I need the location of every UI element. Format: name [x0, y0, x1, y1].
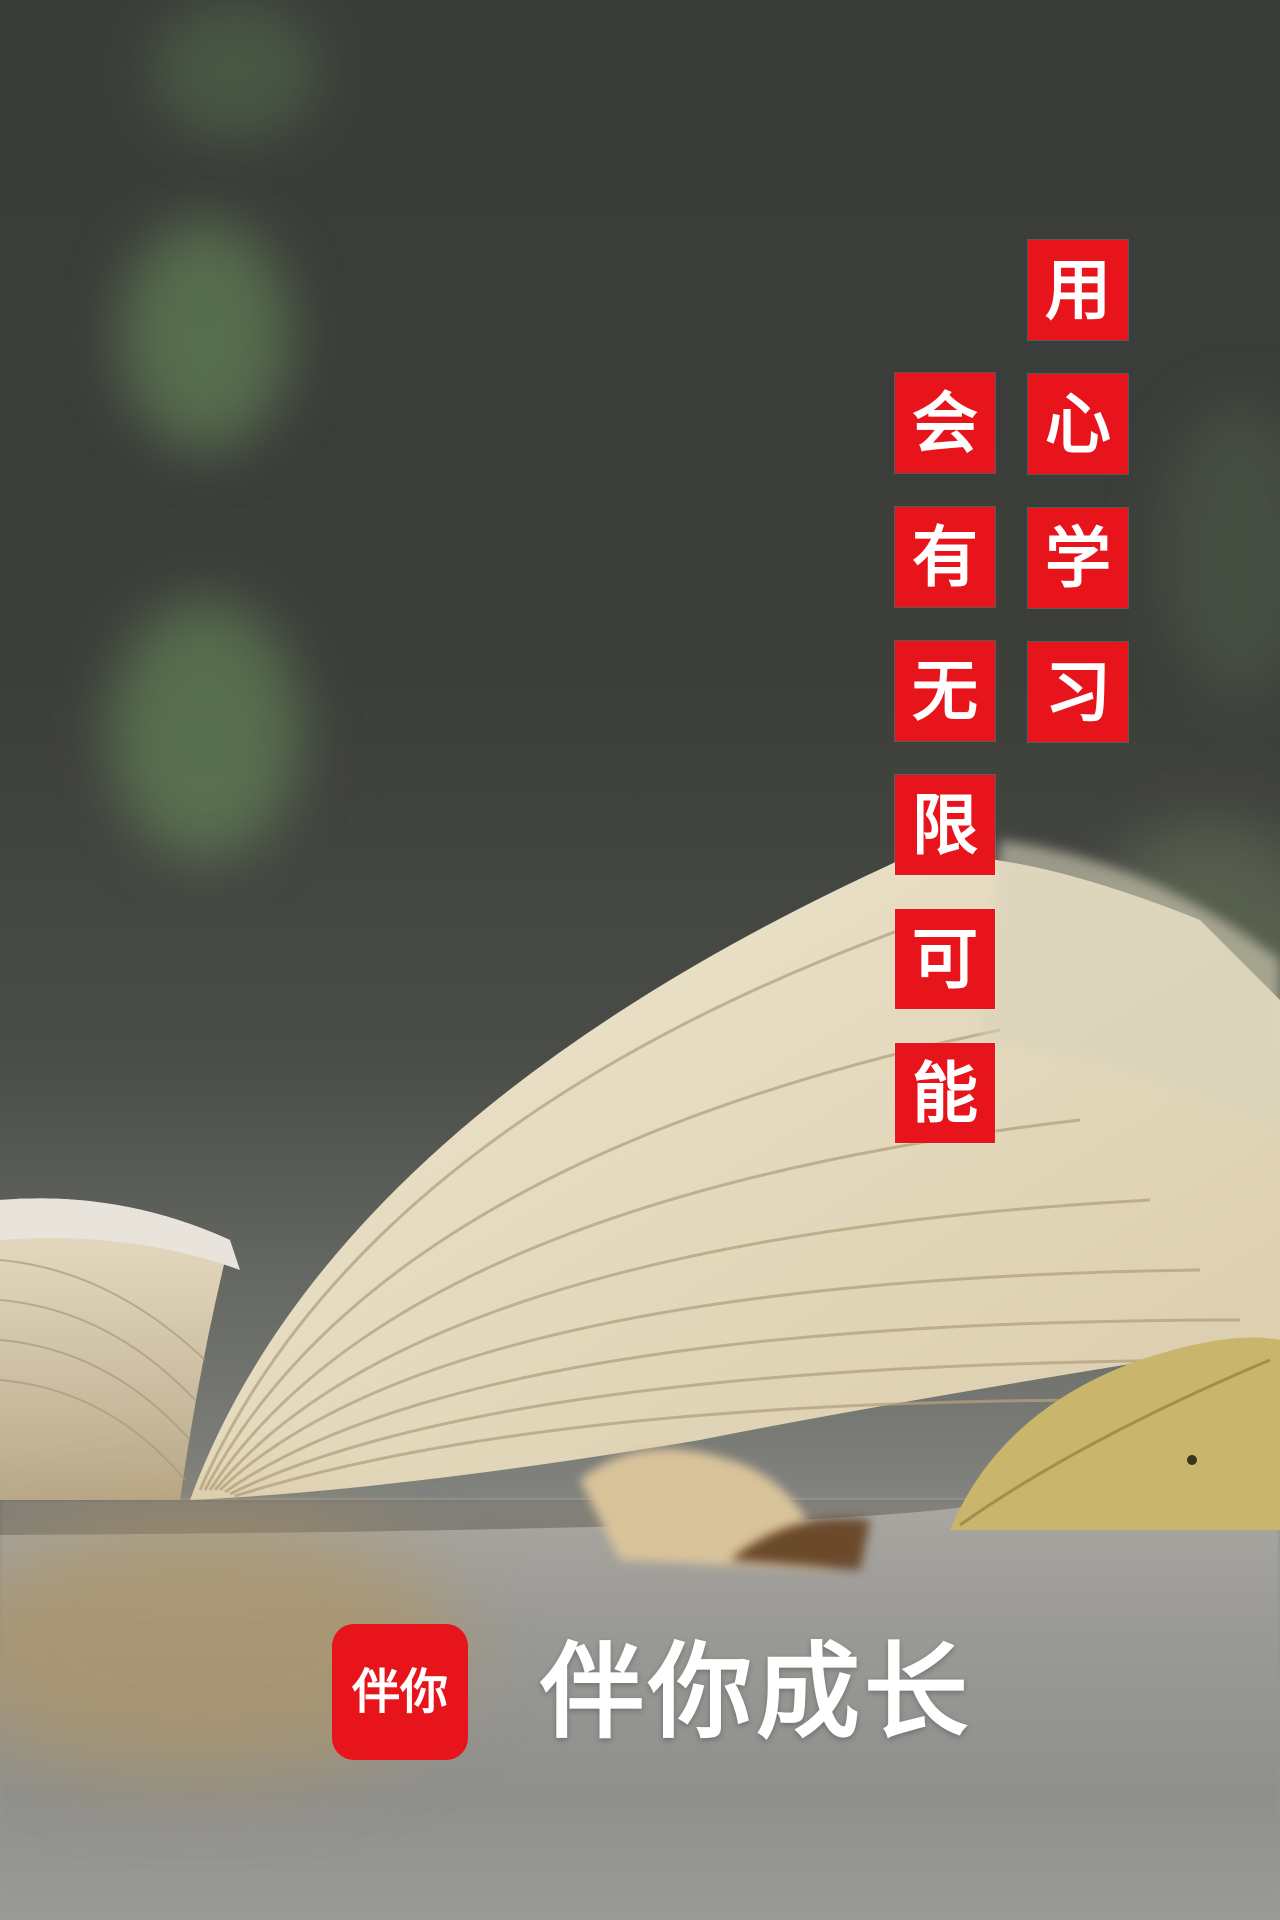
- slogan-char: 无: [895, 641, 995, 741]
- slogan-char: 可: [895, 909, 995, 1009]
- bokeh-light: [110, 600, 300, 860]
- slogan-column-left: 会 有 无 限 可 能: [895, 373, 995, 1143]
- bokeh-light: [1160, 400, 1280, 700]
- blurred-leaf-illustration: [580, 1448, 870, 1570]
- leaf-illustration: [950, 1337, 1280, 1530]
- slogan-char: 心: [1028, 374, 1128, 474]
- bokeh-light: [150, 0, 320, 140]
- slogan-char: 会: [895, 373, 995, 473]
- brand-logo-icon: 伴你: [332, 1624, 468, 1760]
- slogan-char: 用: [1028, 240, 1128, 340]
- bokeh-light: [120, 220, 290, 450]
- brand-tagline: 伴你成长: [540, 1630, 973, 1753]
- slogan-char: 限: [895, 775, 995, 875]
- slogan-char: 习: [1028, 642, 1128, 742]
- slogan-column-right: 用 心 学 习: [1028, 240, 1128, 742]
- open-book-illustration: [0, 840, 1280, 1535]
- slogan-char: 学: [1028, 508, 1128, 608]
- slogan-char: 能: [895, 1043, 995, 1143]
- slogan-char: 有: [895, 507, 995, 607]
